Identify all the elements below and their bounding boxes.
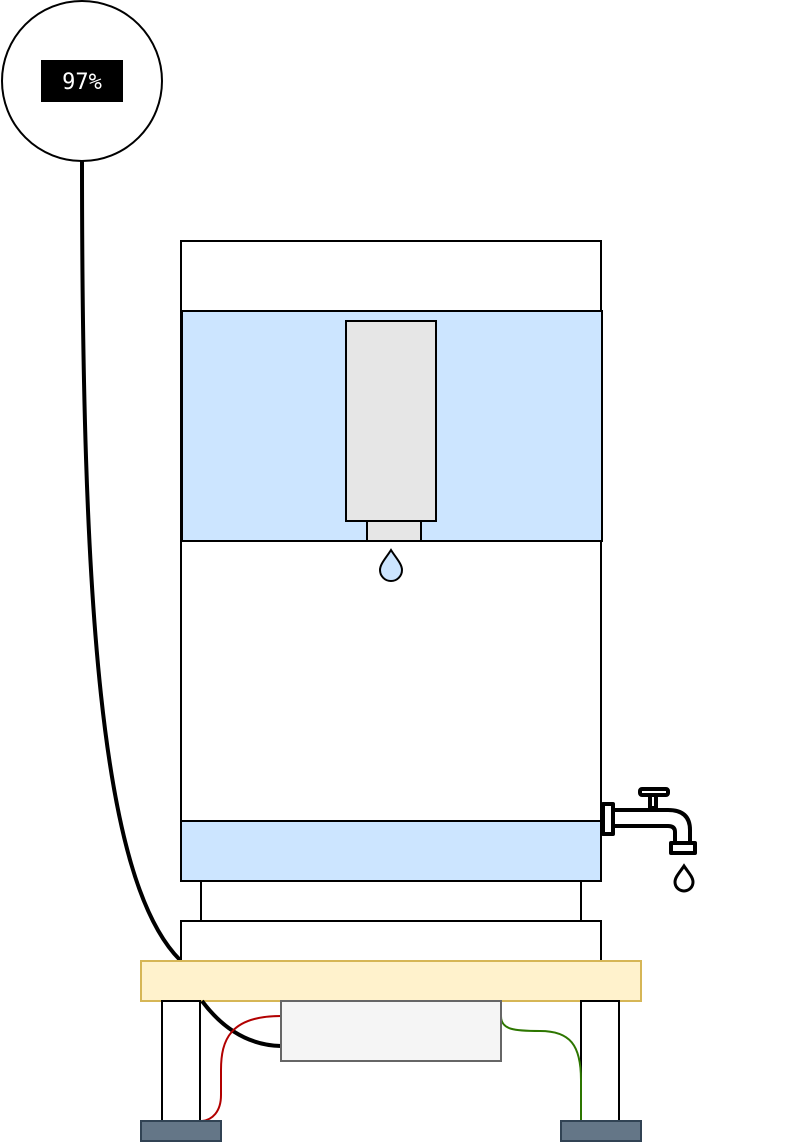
gauge-cable xyxy=(80,159,182,962)
filter-outlet xyxy=(366,520,422,542)
faucet-drop-icon xyxy=(673,863,695,893)
right-leg xyxy=(580,1000,620,1122)
faucet-icon[interactable] xyxy=(601,787,697,855)
lower-water-tank xyxy=(180,820,602,882)
base-plate xyxy=(140,960,642,1002)
left-leg xyxy=(161,1000,201,1122)
gauge-cable-lower xyxy=(200,999,282,1048)
right-foot xyxy=(560,1120,642,1142)
water-drop-icon xyxy=(378,548,404,582)
electronics-box xyxy=(280,1000,502,1062)
red-wire xyxy=(201,1015,282,1122)
stand-neck xyxy=(200,880,582,922)
green-wire xyxy=(500,1015,582,1121)
stand-top xyxy=(180,920,602,962)
filter-cartridge xyxy=(345,320,437,522)
gauge-readout-bg xyxy=(41,60,123,102)
left-foot xyxy=(140,1120,222,1142)
gauge-readout: 97% xyxy=(62,70,102,95)
